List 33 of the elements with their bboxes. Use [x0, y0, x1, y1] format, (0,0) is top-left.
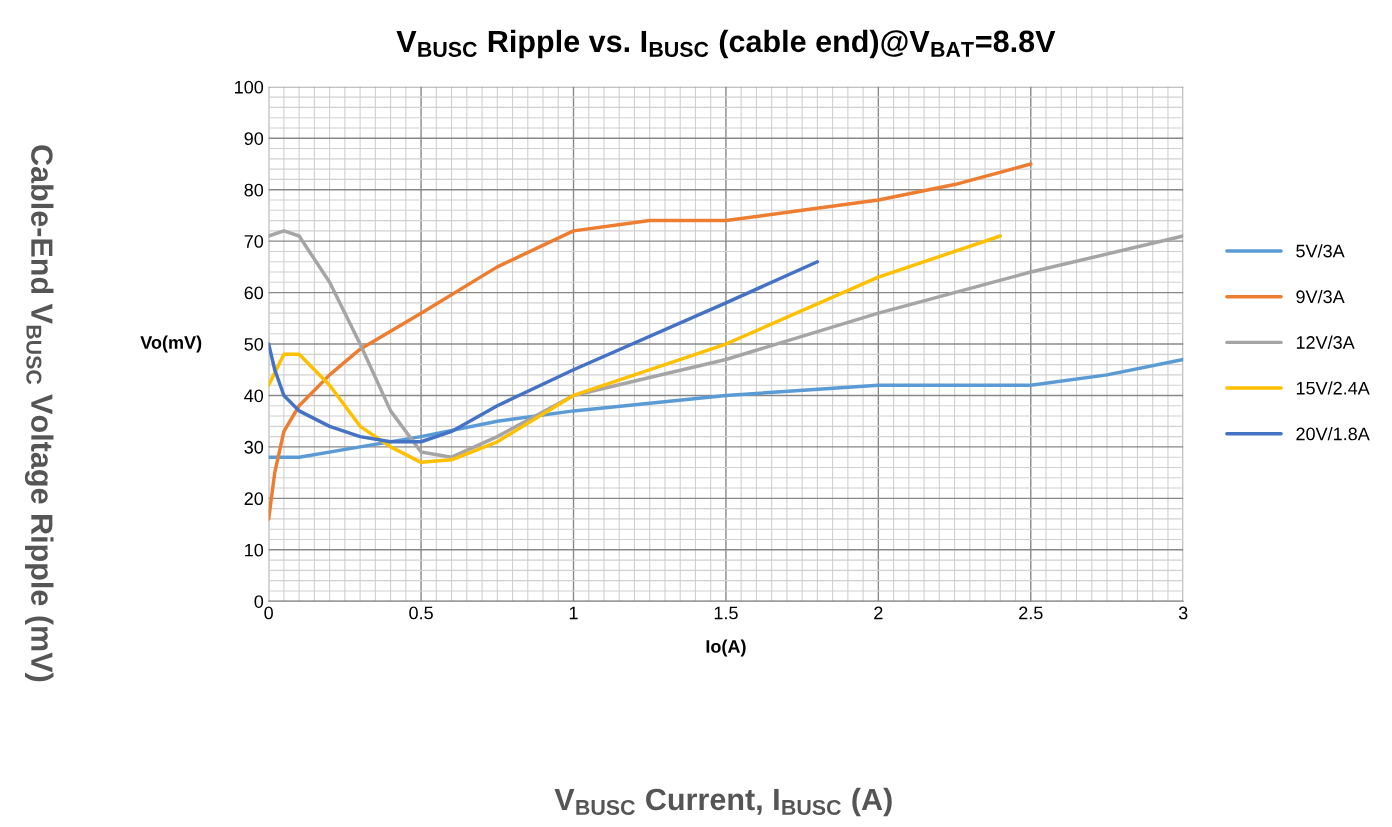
y-tick-label: 40: [244, 389, 264, 403]
line-series: [268, 357, 1184, 459]
y-tick-label: 0: [254, 595, 264, 608]
text: Cable-End V$_{BUSC}$ Voltage Ripple (mV): [24, 145, 54, 682]
y-tick-label: 100: [235, 80, 264, 94]
y-tick-label: 80: [244, 183, 264, 197]
legend-label: 20V/1.8A: [1296, 427, 1370, 441]
line-series: [268, 229, 1184, 459]
x-tick-label: 2.5: [1019, 606, 1043, 620]
x-tick-label: 2: [874, 606, 883, 620]
x-tick-label: 1.5: [714, 606, 738, 620]
x-tick-label: 0: [264, 606, 273, 620]
line-series: [268, 259, 820, 444]
y-axis-title: Vo(mV): [140, 335, 202, 353]
y-tick-label: 30: [244, 440, 264, 454]
y-tick-label: 70: [244, 235, 264, 248]
y-tick-label: 20: [244, 492, 264, 506]
legend-label: 9V/3A: [1296, 289, 1345, 304]
y-tick-label: 50: [244, 337, 264, 351]
line-series: [268, 234, 1003, 465]
y-tick-label: 10: [245, 543, 264, 557]
line-series: [268, 162, 1033, 521]
x-tick-label: 1: [569, 606, 578, 620]
legend-label: 5V/3A: [1296, 244, 1345, 258]
legend-label: 12V/3A: [1296, 335, 1355, 349]
x-tick-label: 3: [1178, 606, 1188, 620]
x-tick-label: 0.5: [409, 606, 433, 620]
x-axis-title: Io(A): [706, 639, 746, 657]
chart-title: V$_{BUSC}$ Ripple vs. I$_{BUSC}$ (cable end)@V$_{BAT}$=8.8V: [396, 29, 1056, 59]
y-tick-label: 90: [244, 132, 264, 145]
legend-label: 15V/2.4A: [1296, 381, 1370, 395]
text: V$_{BUSC}$ Current, I$_{BUSC}$ (A): [554, 787, 892, 817]
y-tick-label: 60: [244, 286, 264, 300]
